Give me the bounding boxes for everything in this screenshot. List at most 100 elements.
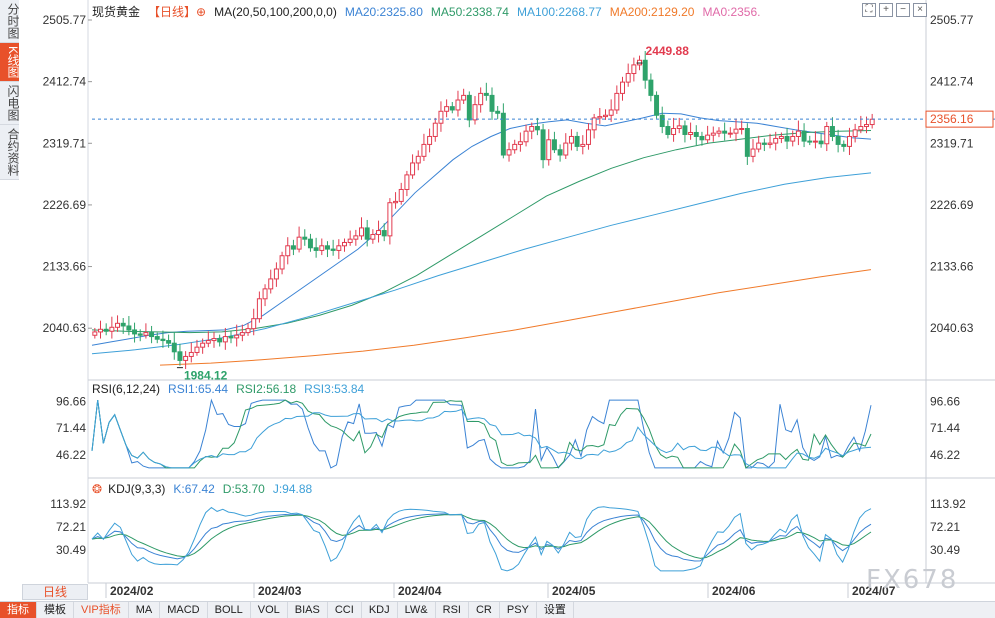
rsi-params[interactable]: RSI(6,12,24) [92, 382, 161, 396]
candle-body [716, 130, 722, 134]
candle-body [98, 328, 103, 333]
indicator-tab[interactable]: 指标 [0, 602, 37, 618]
candle-body [251, 318, 257, 330]
settings-icon[interactable]: ⊕ [196, 4, 207, 19]
price-tick-left: 2226.69 [43, 198, 87, 212]
candle-body [166, 340, 172, 344]
candle-body [398, 188, 404, 202]
kdj-icon[interactable]: ❂ [92, 482, 103, 496]
cci-tab[interactable]: CCI [328, 602, 362, 618]
boll-tab[interactable]: BOLL [208, 602, 251, 618]
candle-body [353, 235, 359, 240]
vol-tab[interactable]: VOL [251, 602, 288, 618]
candle-body [500, 112, 506, 156]
candle-body [415, 155, 421, 164]
macd-tab[interactable]: MACD [160, 602, 208, 618]
candle-body [659, 114, 665, 128]
bias-tab[interactable]: BIAS [288, 602, 328, 618]
zoom-in-icon[interactable]: + [879, 3, 893, 17]
period-tab[interactable]: 日线 [22, 584, 88, 600]
candle-body [773, 137, 779, 144]
kline-chart[interactable]: 2505.77 2505.77 2412.74 2412.74 2319.71 2319.… [0, 0, 995, 600]
rsi-tab[interactable]: RSI [436, 602, 469, 618]
candle-body [444, 106, 450, 112]
zoom-out-icon[interactable]: − [896, 3, 910, 17]
rsi3-value: RSI3:53.84 [304, 382, 365, 396]
candle-body [177, 351, 183, 361]
candle-body [461, 94, 467, 101]
lw-tab[interactable]: LW& [398, 602, 436, 618]
candle-body [846, 135, 852, 147]
candle-body [228, 336, 234, 339]
candle-body [410, 162, 416, 176]
candle-body [217, 338, 223, 343]
psy-tab[interactable]: PSY [500, 602, 537, 618]
candle-body [750, 148, 756, 157]
rsi2-line [91, 399, 872, 469]
price-tick-left: 2133.66 [43, 260, 87, 274]
rsi1-value: RSI1:65.44 [168, 382, 229, 396]
candle-body [614, 92, 620, 111]
main-legend: 现货黄金 【日线】 ⊕ MA(20,50,100,200,0,0) MA20:2… [92, 3, 768, 20]
candle-body [324, 245, 330, 250]
close-icon[interactable]: × [913, 3, 927, 17]
candle-body [665, 126, 671, 135]
candle-body [591, 117, 597, 131]
tab-kline[interactable]: K线图 [0, 43, 20, 83]
price-axis-labels: 2505.77 2505.77 2412.74 2412.74 2319.71 2319.… [43, 13, 974, 557]
price-tick-left: 2412.74 [43, 75, 87, 89]
watermark: FX678 [866, 565, 959, 595]
candle-body [427, 135, 433, 145]
candle-body [682, 125, 688, 135]
expand-icon[interactable]: ⛶ [862, 3, 876, 17]
candle-body [472, 104, 478, 121]
candle-body [302, 236, 308, 240]
rsi-tick-left: 46.22 [56, 448, 86, 462]
candle-body [126, 325, 132, 331]
chart-toolbar: ⛶ + − × [862, 3, 927, 17]
cr-tab[interactable]: CR [469, 602, 500, 618]
template-tab[interactable]: 模板 [37, 602, 74, 618]
ma50-line [91, 130, 872, 334]
date-label: 2024/05 [552, 584, 596, 598]
settings-tab[interactable]: 设置 [537, 602, 574, 618]
candle-body [103, 328, 109, 332]
chart-mode-tabs: 分时图 K线图 闪电图 合约资料 [0, 0, 20, 213]
ma-params[interactable]: MA(20,50,100,200,0,0) [214, 4, 337, 19]
vip-indicator-tab[interactable]: VIP指标 [74, 602, 129, 618]
candle-body [290, 245, 296, 250]
candle-body [710, 132, 716, 136]
kdj-k-line [91, 513, 872, 562]
candle-body [625, 73, 631, 83]
candle-body [733, 128, 739, 134]
candle-body [404, 174, 410, 190]
candle-body [319, 245, 325, 251]
candle-body [529, 126, 535, 132]
candle-body [137, 333, 143, 336]
candle-body [342, 241, 347, 247]
candle-body [506, 149, 512, 156]
kdj-params[interactable]: KDJ(9,3,3) [108, 482, 166, 496]
candle-body [631, 64, 637, 75]
candle-body [727, 132, 733, 135]
candle-body [568, 135, 574, 144]
tab-flash[interactable]: 闪电图 [0, 82, 20, 126]
current-price-tag [925, 110, 994, 128]
candle-body [154, 336, 160, 340]
ma-tab[interactable]: MA [129, 602, 161, 618]
candle-body [262, 288, 268, 300]
tab-contract-info[interactable]: 合约资料 [0, 125, 20, 181]
candle-body [869, 118, 875, 126]
candle-body [722, 130, 728, 134]
candle-body [432, 122, 438, 137]
price-tick-right: 2412.74 [930, 75, 974, 89]
candle-body [512, 143, 518, 151]
tab-time-share[interactable]: 分时图 [0, 0, 20, 43]
kdj-tab[interactable]: KDJ [362, 602, 398, 618]
candle-body [557, 149, 563, 156]
candle-body [200, 342, 206, 348]
date-label: 2024/04 [398, 584, 442, 598]
kdj-tick-left: 30.49 [56, 543, 86, 557]
candle-body [540, 129, 546, 161]
candle-body [438, 110, 444, 124]
